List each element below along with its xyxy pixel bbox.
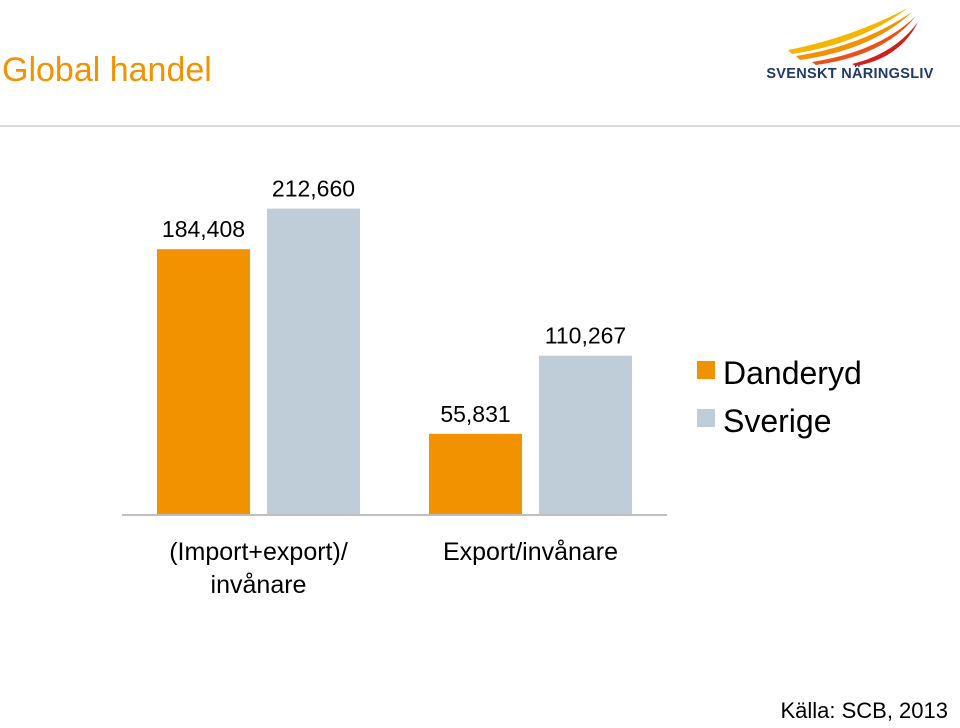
flame-logo-icon	[788, 8, 918, 66]
category-label: (Import+export)/	[169, 538, 348, 566]
bar-sverige-0	[267, 208, 360, 514]
logo-text: SVENSKT NÄRINGSLIV	[766, 66, 934, 82]
bar-danderyd-1	[429, 433, 522, 514]
data-label: 55,831	[440, 401, 510, 427]
legend-label: Danderyd	[723, 355, 862, 391]
page-title: Global handel	[2, 51, 212, 89]
svenskt-naringsliv-logo: SVENSKT NÄRINGSLIV	[760, 4, 940, 86]
data-label: 212,660	[272, 176, 355, 202]
data-label: 110,267	[545, 323, 626, 349]
legend-swatch	[697, 409, 715, 427]
header-divider	[0, 125, 960, 127]
bar-danderyd-0	[157, 249, 250, 514]
category-label: invånare	[211, 571, 307, 599]
bar-sverige-1	[539, 355, 632, 514]
category-label: Export/invånare	[443, 538, 618, 566]
source-note: Källa: SCB, 2013	[780, 698, 948, 723]
legend-swatch	[697, 361, 715, 379]
data-label: 184,408	[162, 216, 245, 242]
legend-label: Sverige	[723, 403, 832, 439]
